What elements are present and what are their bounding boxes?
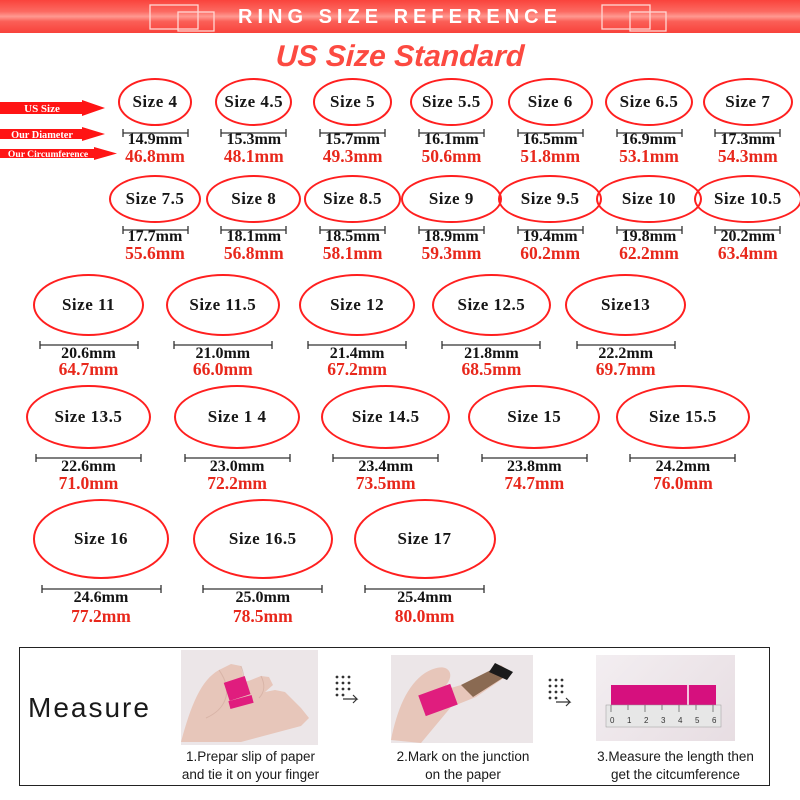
svg-text:2: 2 — [644, 716, 649, 725]
svg-text:US Size: US Size — [24, 103, 60, 115]
svg-text:3: 3 — [661, 716, 666, 725]
svg-text:5: 5 — [695, 716, 700, 725]
svg-text:Our Diameter: Our Diameter — [11, 130, 73, 141]
svg-text:1: 1 — [627, 716, 632, 725]
svg-text:0: 0 — [610, 716, 615, 725]
svg-text:Our Circumference: Our Circumference — [8, 149, 89, 160]
svg-text:6: 6 — [712, 716, 717, 725]
svg-text:4: 4 — [678, 716, 683, 725]
